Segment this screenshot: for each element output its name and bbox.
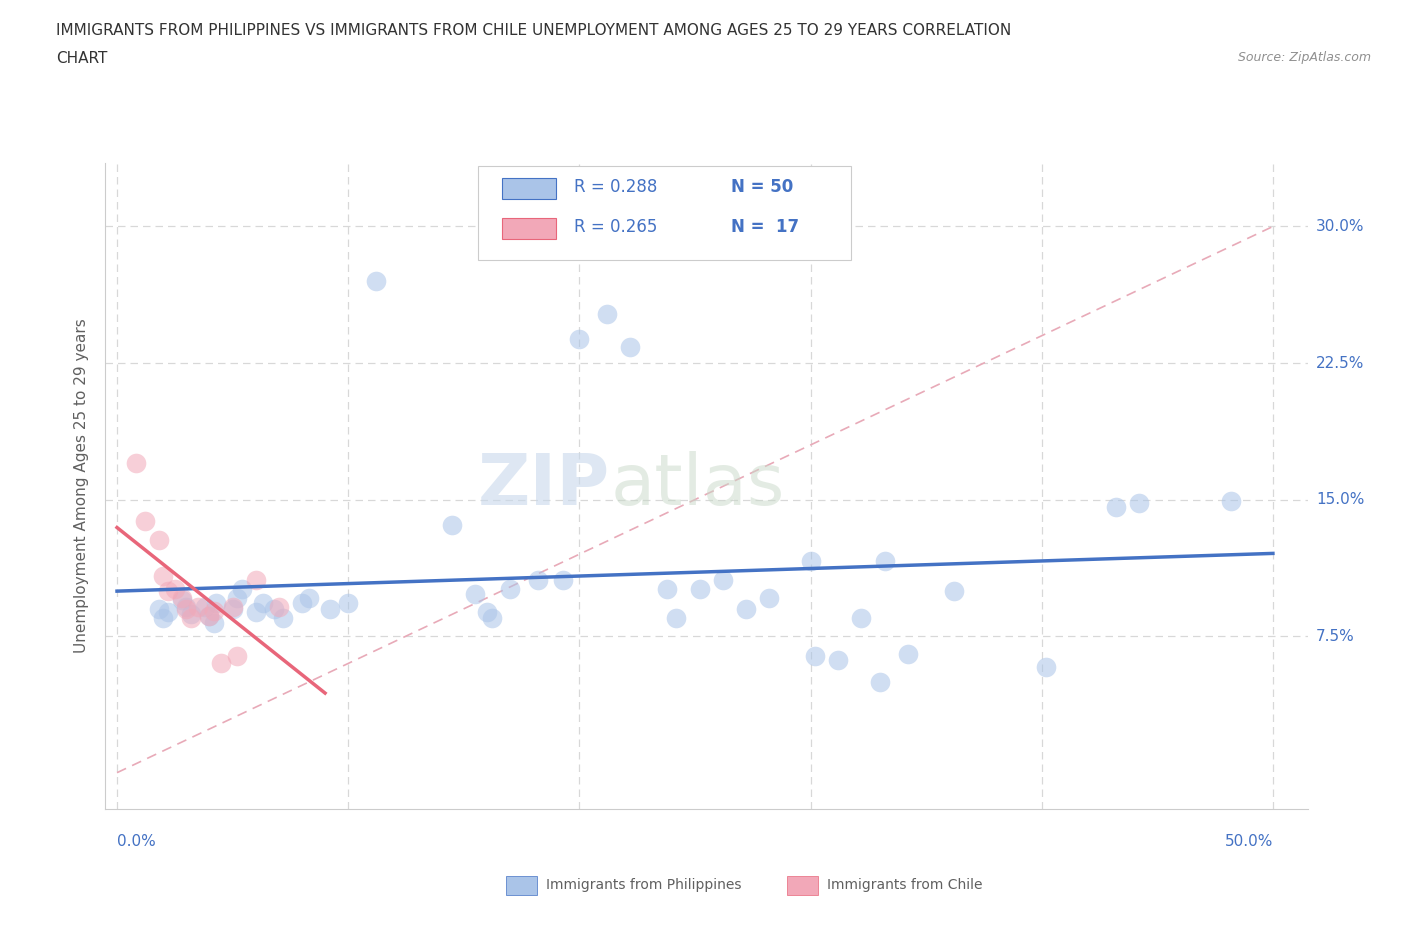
Point <box>568 332 591 347</box>
Text: Immigrants from Chile: Immigrants from Chile <box>827 878 983 893</box>
Point <box>619 339 641 354</box>
Point <box>481 610 503 625</box>
Point <box>170 592 193 607</box>
Text: 30.0%: 30.0% <box>1316 219 1364 234</box>
Point <box>475 605 498 620</box>
Point <box>337 596 360 611</box>
Bar <box>502 178 557 199</box>
Point <box>156 583 179 598</box>
Point <box>804 649 827 664</box>
Point <box>245 605 267 620</box>
Point <box>873 554 896 569</box>
Point <box>499 581 522 596</box>
Point <box>689 581 711 596</box>
FancyBboxPatch shape <box>478 166 851 259</box>
Point <box>205 596 228 611</box>
Point <box>124 456 146 471</box>
Point <box>180 610 202 625</box>
Point <box>252 596 274 611</box>
Text: atlas: atlas <box>610 451 785 521</box>
Point <box>553 572 575 587</box>
Point <box>209 656 232 671</box>
Point <box>364 273 387 288</box>
Point <box>152 568 174 583</box>
Point <box>202 616 225 631</box>
Point <box>897 647 920 662</box>
Point <box>734 602 756 617</box>
Point <box>464 587 486 602</box>
Point <box>170 591 193 605</box>
Point <box>441 518 464 533</box>
Point <box>657 581 679 596</box>
Text: R = 0.265: R = 0.265 <box>574 219 658 236</box>
Text: IMMIGRANTS FROM PHILIPPINES VS IMMIGRANTS FROM CHILE UNEMPLOYMENT AMONG AGES 25 : IMMIGRANTS FROM PHILIPPINES VS IMMIGRANT… <box>56 23 1011 38</box>
Text: Source: ZipAtlas.com: Source: ZipAtlas.com <box>1237 51 1371 64</box>
Text: 7.5%: 7.5% <box>1316 629 1354 644</box>
Text: 50.0%: 50.0% <box>1225 834 1272 849</box>
Point <box>187 600 209 615</box>
Text: N = 50: N = 50 <box>731 179 793 196</box>
Point <box>226 649 249 664</box>
Text: 0.0%: 0.0% <box>117 834 156 849</box>
Point <box>148 532 170 547</box>
Point <box>221 602 243 617</box>
Text: Immigrants from Philippines: Immigrants from Philippines <box>546 878 741 893</box>
Point <box>1035 659 1057 674</box>
Point <box>156 605 179 620</box>
Text: ZIP: ZIP <box>478 451 610 521</box>
Point <box>298 591 321 605</box>
Point <box>231 581 253 596</box>
Point <box>827 652 849 667</box>
Point <box>291 596 314 611</box>
Point <box>226 591 249 605</box>
Point <box>273 610 295 625</box>
Text: N =  17: N = 17 <box>731 219 799 236</box>
Point <box>202 604 225 618</box>
Point <box>245 572 267 587</box>
Point <box>163 581 186 596</box>
Point <box>596 306 619 321</box>
Point <box>267 600 290 615</box>
Point <box>176 600 198 615</box>
Point <box>1128 496 1150 511</box>
Point <box>942 583 965 598</box>
Y-axis label: Unemployment Among Ages 25 to 29 years: Unemployment Among Ages 25 to 29 years <box>75 319 90 653</box>
Point <box>799 554 821 569</box>
Point <box>134 514 156 529</box>
Point <box>869 674 891 689</box>
Point <box>198 608 221 623</box>
Point <box>318 602 340 617</box>
Text: CHART: CHART <box>56 51 108 66</box>
Point <box>1220 494 1243 509</box>
Point <box>152 610 174 625</box>
Point <box>180 607 202 622</box>
Point <box>221 600 243 615</box>
Point <box>711 572 734 587</box>
Text: 22.5%: 22.5% <box>1316 355 1364 370</box>
Point <box>198 608 221 623</box>
Point <box>526 572 548 587</box>
Point <box>194 600 217 615</box>
Bar <box>502 218 557 239</box>
Point <box>263 602 285 617</box>
Point <box>148 602 170 617</box>
Point <box>851 610 873 625</box>
Text: 15.0%: 15.0% <box>1316 492 1364 507</box>
Point <box>1105 499 1128 514</box>
Point <box>758 591 780 605</box>
Text: R = 0.288: R = 0.288 <box>574 179 658 196</box>
Point <box>176 602 198 617</box>
Point <box>665 610 688 625</box>
